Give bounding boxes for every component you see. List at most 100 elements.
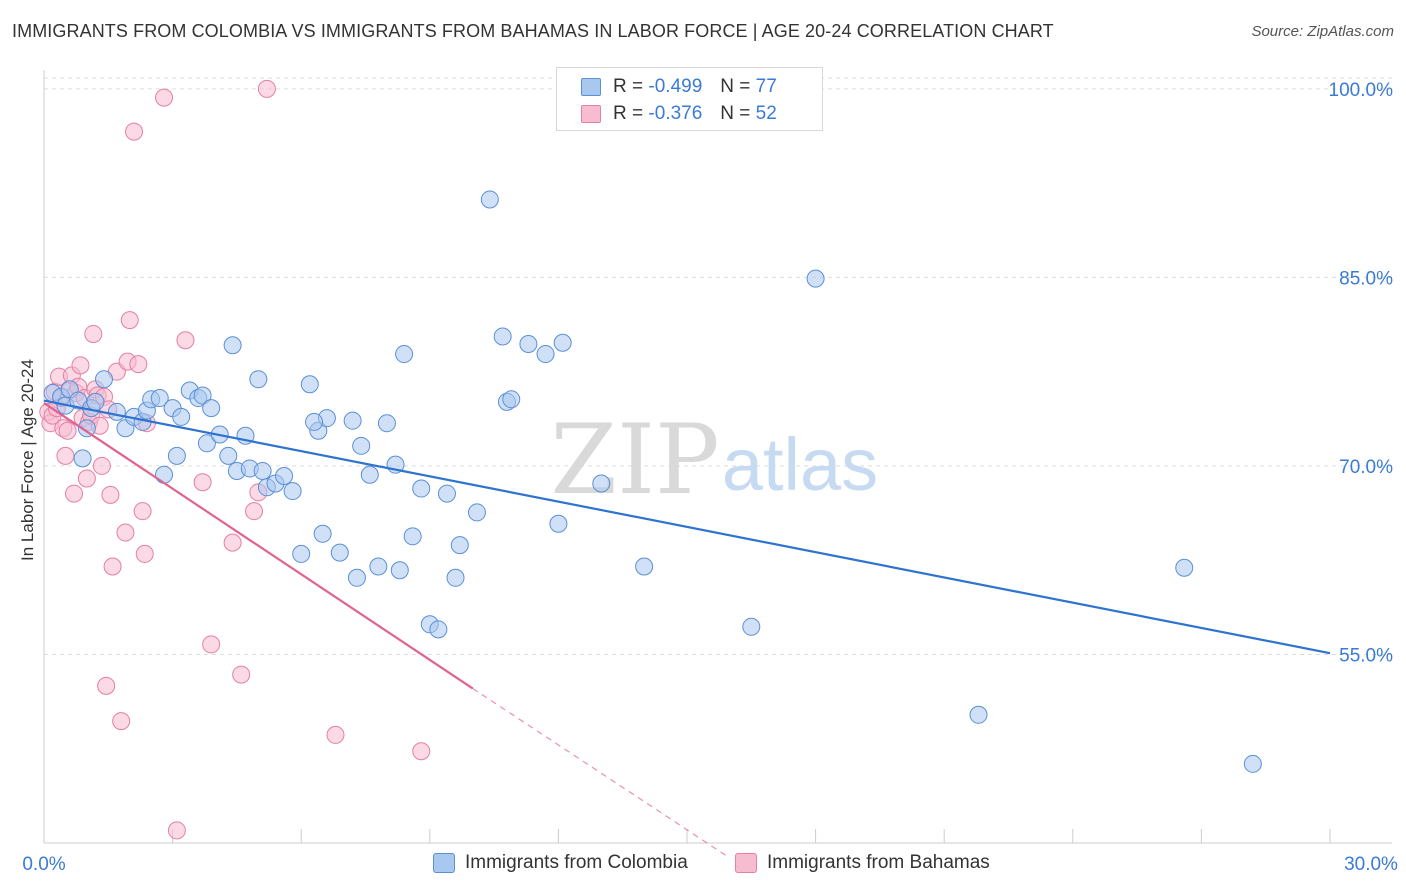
colombia-point <box>390 561 409 580</box>
bahamas-point <box>223 533 242 552</box>
stats-legend: R = -0.499 N = 77 R = -0.376 N = 52 <box>556 67 823 131</box>
colombia-point <box>352 436 371 455</box>
bottom-colombia-label: Immigrants from Colombia <box>465 852 688 873</box>
bottom-bahamas-label: Immigrants from Bahamas <box>767 852 990 873</box>
colombia-point <box>493 327 512 346</box>
watermark-atlas: atlas <box>722 423 878 506</box>
bahamas-point <box>71 356 90 375</box>
bahamas-trendline <box>43 402 474 690</box>
y-tick-label: 100.0% <box>1329 80 1394 101</box>
colombia-point <box>502 390 521 409</box>
colombia-point <box>223 336 242 355</box>
colombia-point <box>253 461 272 480</box>
colombia-point <box>969 705 988 724</box>
bahamas-point <box>116 523 135 542</box>
colombia-point <box>806 269 825 288</box>
colombia-point <box>403 527 422 546</box>
bahamas-points <box>39 79 431 840</box>
colombia-trendline <box>43 399 1331 655</box>
bahamas-n-value: 52 <box>755 103 777 124</box>
colombia-r-label: R = <box>613 76 644 97</box>
bottom-legend-colombia: Immigrants from Colombia <box>433 852 688 874</box>
bahamas-n-label: N = <box>720 103 751 124</box>
colombia-point <box>77 419 96 438</box>
colombia-point <box>395 345 414 364</box>
bahamas-trendline-extension <box>472 687 731 859</box>
bahamas-point <box>257 79 276 98</box>
bahamas-point <box>112 712 131 731</box>
colombia-point <box>73 449 92 468</box>
colombia-point <box>95 370 114 389</box>
bahamas-point <box>125 122 144 141</box>
bahamas-point <box>92 456 111 475</box>
colombia-point <box>742 617 761 636</box>
tick-labels: 100.0% 85.0% 70.0% 55.0% 0.0% 30.0% <box>22 80 1398 875</box>
bahamas-point <box>135 544 154 563</box>
colombia-point <box>172 407 191 426</box>
bahamas-point <box>412 742 431 761</box>
y-tick-label: 70.0% <box>1339 457 1393 478</box>
colombia-point <box>313 524 332 543</box>
bahamas-point <box>155 88 174 107</box>
x-tick-label-max: 30.0% <box>1344 854 1398 875</box>
colombia-point <box>467 503 486 522</box>
colombia-point <box>219 446 238 465</box>
colombia-point <box>412 479 431 498</box>
colombia-swatch <box>581 77 601 96</box>
bottom-bahamas-swatch <box>735 852 757 873</box>
colombia-point <box>167 446 186 465</box>
colombia-point <box>519 335 538 354</box>
bahamas-point <box>97 676 116 695</box>
colombia-point <box>536 345 555 364</box>
bahamas-r-value: -0.376 <box>648 103 703 124</box>
colombia-point <box>292 544 311 563</box>
colombia-point <box>197 434 216 453</box>
bahamas-point <box>56 446 75 465</box>
colombia-point <box>1243 754 1262 773</box>
colombia-point <box>480 190 499 209</box>
colombia-n-label: N = <box>720 76 751 97</box>
colombia-point <box>360 465 379 484</box>
bahamas-point <box>167 821 186 840</box>
bahamas-point <box>77 469 96 488</box>
colombia-point <box>305 412 324 431</box>
colombia-point <box>249 370 268 389</box>
bahamas-point <box>103 557 122 576</box>
bahamas-point <box>65 484 84 503</box>
bahamas-point <box>202 635 221 654</box>
colombia-n-value: 77 <box>755 76 777 97</box>
trend-lines <box>43 399 1331 859</box>
bahamas-point <box>133 502 152 521</box>
bahamas-point <box>101 485 120 504</box>
colombia-point <box>450 536 469 555</box>
bottom-colombia-swatch <box>433 852 455 873</box>
colombia-point <box>330 543 349 562</box>
y-tick-label: 55.0% <box>1339 645 1393 666</box>
bahamas-point <box>129 355 148 374</box>
colombia-points <box>43 190 1262 773</box>
colombia-r-value: -0.499 <box>648 76 703 97</box>
bottom-legend-bahamas: Immigrants from Bahamas <box>735 852 990 874</box>
colombia-point <box>107 402 126 421</box>
bahamas-point <box>84 324 103 343</box>
colombia-point <box>377 414 396 433</box>
colombia-point <box>300 375 319 394</box>
colombia-point <box>1175 558 1194 577</box>
legend-row-bahamas: R = -0.376 N = 52 <box>581 103 777 125</box>
chart-title: IMMIGRANTS FROM COLOMBIA VS IMMIGRANTS F… <box>12 21 1054 41</box>
colombia-point <box>193 386 212 405</box>
bahamas-point <box>58 421 77 440</box>
colombia-point <box>343 411 362 430</box>
colombia-point <box>86 392 105 411</box>
colombia-point <box>592 474 611 493</box>
bahamas-point <box>193 473 212 492</box>
colombia-point <box>429 620 448 639</box>
colombia-point <box>202 399 221 418</box>
y-tick-label: 85.0% <box>1339 268 1393 289</box>
watermark: ZIP atlas <box>550 404 878 516</box>
x-tick-label-min: 0.0% <box>22 854 65 875</box>
bahamas-swatch <box>581 104 601 123</box>
watermark-zip: ZIP <box>550 404 719 516</box>
colombia-point <box>369 557 388 576</box>
